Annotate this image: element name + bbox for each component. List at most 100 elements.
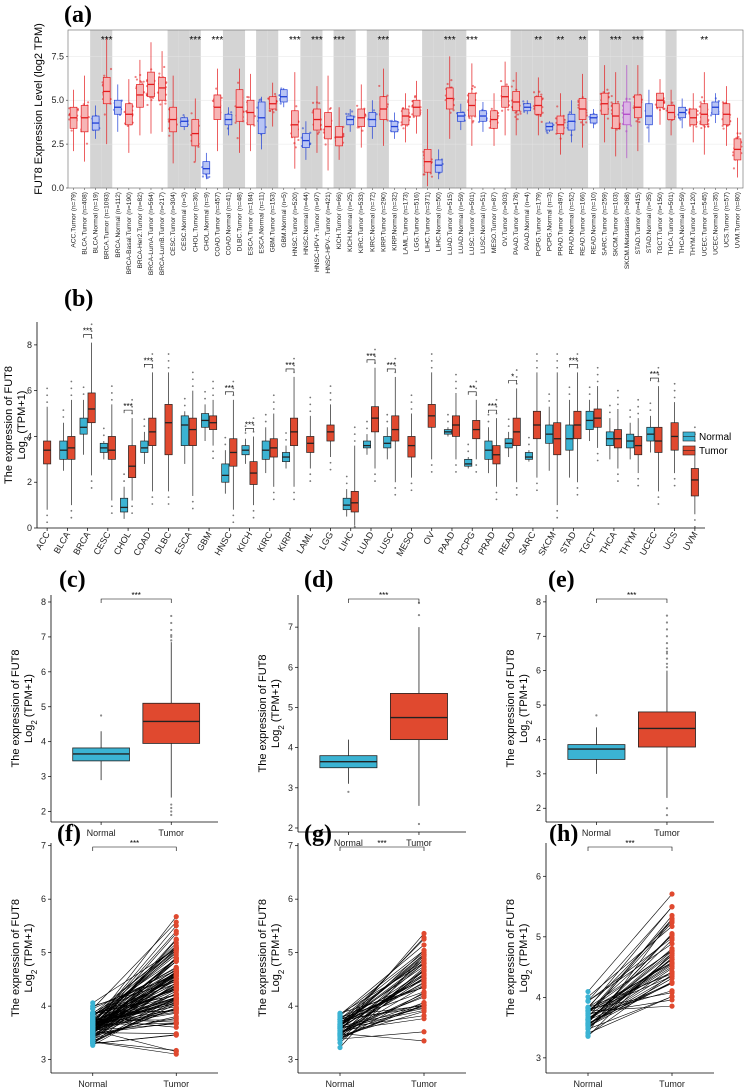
panel-a-point (386, 103, 389, 106)
panel-a-point (540, 120, 543, 123)
panel-a-point (134, 75, 137, 79)
panel-b-xlabel-PAAD: PAAD (436, 530, 457, 556)
panel-b-outlier (252, 424, 255, 426)
panel-a-point (450, 79, 453, 82)
panel-a-point (606, 88, 609, 91)
panel-a-point (615, 128, 618, 131)
panel-b-outlier (556, 353, 559, 355)
panel-a-point (318, 102, 321, 105)
panel-f-tumor-point (173, 971, 179, 977)
panel-e-yticklabel: 6 (536, 666, 541, 676)
panel-c-outlier (170, 634, 173, 637)
panel-a-point (709, 114, 713, 117)
panel-b-outlier (548, 393, 551, 395)
panel-g-xlabel-0: Normal (325, 1079, 354, 1087)
panel-e-outlier (665, 647, 669, 650)
panel-b-outlier (455, 464, 457, 466)
panel-a-group-23-box (324, 112, 332, 140)
panel-f-sig-bracket (92, 846, 177, 851)
panel-a-group-58-box (711, 101, 720, 115)
panel-b-outlier (102, 427, 105, 430)
panel-g-tumor-point (421, 961, 427, 967)
panel-f-pair-line (92, 958, 177, 1038)
panel-a-point (234, 121, 237, 124)
panel-e-outlier (665, 628, 669, 631)
panel-h-pair-line (587, 996, 673, 1030)
panel-a-point (159, 103, 162, 106)
panel-b-outlier (536, 366, 538, 369)
panel-b-outlier (475, 471, 478, 473)
panel-a-point (301, 127, 304, 130)
panel-a-point (247, 96, 250, 99)
panel-b-outlier (191, 500, 194, 503)
panel-f-normal-point (90, 1021, 96, 1027)
panel-d-xlabel-1: Tumor (406, 838, 432, 848)
panel-b-yticklabel: 6 (27, 386, 32, 396)
panel-b-outlier (394, 493, 397, 496)
panel-label-h: (h) (549, 821, 578, 847)
panel-b-sig-bracket (650, 377, 659, 382)
panel-label-d: (d) (304, 567, 333, 593)
panel-a-group-51-box (634, 94, 642, 119)
panel-a-point (163, 65, 166, 69)
panel-c-outlier (170, 621, 173, 625)
panel-b-outlier (366, 420, 368, 423)
panel-a-xlabel-20: HNSC.Tumor (n=520) (292, 192, 299, 256)
panel-b-xlabel-PRAD: PRAD (476, 530, 497, 557)
panel-b-xlabel-UCEC: UCEC (638, 530, 660, 558)
panel-a-group-1-box (80, 105, 89, 133)
panel-b-outlier (475, 387, 478, 390)
panel-b-outlier (576, 360, 579, 362)
panel-b-outlier (515, 376, 518, 378)
panel-b-outlier (224, 436, 227, 439)
panel-f-pair-line (92, 939, 177, 1035)
panel-b-outlier (430, 464, 433, 466)
panel-g-pair-line (339, 1008, 425, 1027)
panel-a-point (699, 101, 702, 104)
panel-b-outlier (475, 464, 478, 466)
panel-h-pair-line (587, 1005, 673, 1012)
panel-b-outlier (46, 401, 49, 404)
panel-b-sig-bracket (144, 364, 153, 368)
panel-b-outlier (430, 471, 433, 473)
panel-e-yticklabel: 3 (536, 769, 541, 779)
panel-a-sig-49: *** (610, 35, 622, 46)
panel-a-point (345, 112, 348, 115)
panel-b-outlier (353, 433, 356, 436)
panel-e-normal-box (567, 744, 626, 760)
panel-a-sig-3: *** (101, 35, 113, 46)
panel-b-outlier (167, 366, 170, 369)
panel-a-point (602, 91, 605, 94)
panel-a-point (556, 105, 559, 108)
panel-b-outlier (548, 400, 551, 402)
panel-g-tumor-point (421, 953, 427, 959)
panel-b-tumor-LAML-box (306, 436, 315, 453)
panel-f-yticklabel: 6 (41, 894, 46, 904)
panel-b-outlier (657, 496, 660, 498)
panel-b-outlier (374, 362, 376, 365)
panel-b-outlier (609, 404, 611, 407)
panel-b-tumor-DLBC-box (164, 404, 173, 456)
panel-b-outlier (167, 360, 170, 362)
panel-b-normal-ESCA-box (180, 415, 189, 446)
panel-b-outlier (244, 425, 247, 428)
panel-b-xlabel-ESCA: ESCA (173, 530, 194, 556)
panel-a-sig-28: *** (378, 35, 390, 46)
panel-b-outlier (596, 366, 599, 369)
panel-b-outlier (329, 385, 332, 387)
panel-b-yticklabel: 2 (27, 477, 32, 487)
panel-f-tumor-point (173, 928, 179, 934)
panel-b-outlier (410, 408, 413, 410)
panel-f-tumor-point (173, 1024, 179, 1030)
panel-a-point (663, 107, 666, 110)
panel-b-outlier (167, 496, 170, 498)
panel-a-point (351, 110, 354, 113)
panel-a-group-12-box (202, 161, 211, 175)
panel-b-legend-tumor-label: Tumor (699, 446, 728, 457)
panel-a-point (230, 111, 233, 114)
panel-a-point (696, 113, 699, 116)
panel-b-tumor-CHOL-box (128, 445, 137, 478)
panel-a-point (294, 146, 297, 149)
panel-c-tumor-box (142, 702, 201, 744)
panel-a-point (707, 125, 710, 128)
